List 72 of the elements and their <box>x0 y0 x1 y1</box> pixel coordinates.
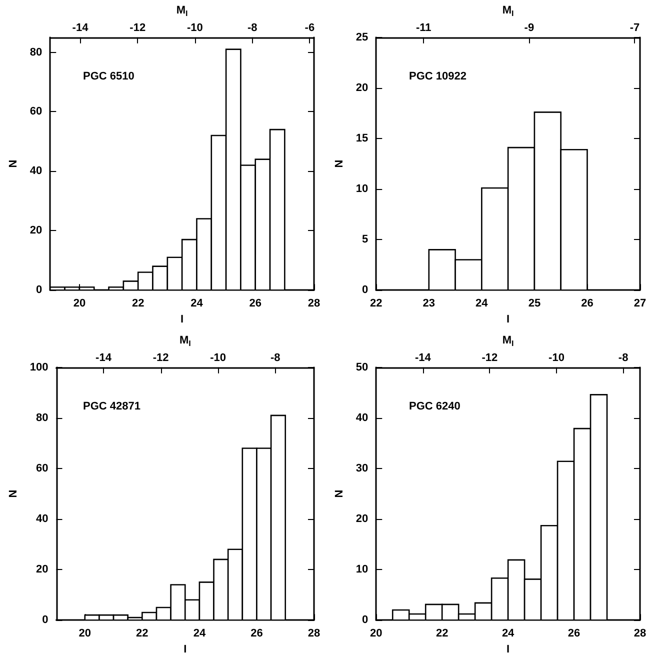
x2-tick-label: -12 <box>482 352 498 364</box>
text: PGC 42871 <box>83 400 140 412</box>
text: PGC 6510 <box>83 70 134 82</box>
x-tick-label: 26 <box>250 628 263 640</box>
y-tick-label: 50 <box>356 361 368 374</box>
x-tick-label: 25 <box>528 298 541 310</box>
y-tick-label: 60 <box>36 462 48 474</box>
y-tick-label: 20 <box>356 82 368 94</box>
x2-tick-label: -12 <box>130 22 146 34</box>
x-axis-title: I <box>506 644 510 656</box>
x-tick-label: 20 <box>73 298 86 310</box>
x-axis-title: I <box>506 314 510 326</box>
y-tick-label: 0 <box>362 284 368 296</box>
x-tick-label: 24 <box>502 628 516 640</box>
x-tick-label: 22 <box>436 628 448 640</box>
x-tick-label: 22 <box>136 628 148 640</box>
y-axis-title: N <box>334 490 346 498</box>
y-tick-label: 15 <box>356 132 368 144</box>
x-tick-label: 20 <box>370 628 382 640</box>
x2-tick-label: -14 <box>414 352 432 364</box>
y-tick-label: 40 <box>356 412 368 424</box>
y-axis-title: N <box>8 490 20 498</box>
x2-tick-label: -10 <box>210 352 226 364</box>
x2-tick-label: -11 <box>416 22 432 34</box>
y-axis-title: N <box>8 160 20 168</box>
y-tick-label: 10 <box>356 564 368 576</box>
x-tick-label: 28 <box>308 298 320 310</box>
x2-tick-label: -8 <box>270 352 280 364</box>
y-tick-label: 20 <box>356 513 368 526</box>
x-axis-title: I <box>184 644 187 656</box>
y-tick-label: 80 <box>30 46 42 58</box>
x-tick-label: 20 <box>78 628 92 640</box>
x-tick-label: 24 <box>193 628 206 640</box>
y-tick-label: 0 <box>42 614 48 626</box>
x2-tick-label: -8 <box>247 22 258 34</box>
x-tick-label: 24 <box>476 298 489 310</box>
text: PGC 10922 <box>409 70 466 82</box>
y-tick-label: 30 <box>356 462 368 474</box>
x-axis-title: I <box>180 314 184 326</box>
y-tick-label: 40 <box>36 513 48 526</box>
y-tick-label: 60 <box>30 106 42 118</box>
y-tick-label: 25 <box>356 31 368 44</box>
y-tick-label: 5 <box>362 234 368 246</box>
x-tick-label: 26 <box>568 628 580 640</box>
x2-tick-label: -7 <box>630 22 640 34</box>
x2-tick-label: -10 <box>548 352 564 364</box>
x-tick-label: 28 <box>308 628 320 640</box>
y-tick-label: 20 <box>36 564 48 576</box>
x-tick-label: 23 <box>422 298 436 310</box>
x2-tick-label: -14 <box>96 352 112 364</box>
y-tick-label: 0 <box>362 614 368 626</box>
y-tick-label: 10 <box>356 183 368 196</box>
y-tick-label: 80 <box>36 412 48 424</box>
x-tick-label: 27 <box>634 298 646 310</box>
y-axis-title: N <box>334 160 346 168</box>
x-tick-label: 24 <box>190 298 204 310</box>
x-tick-label: 28 <box>634 628 646 640</box>
x-tick-label: 22 <box>370 298 382 310</box>
x-tick-label: 26 <box>581 298 594 310</box>
x2-tick-label: -9 <box>524 22 534 34</box>
x2-tick-label: -8 <box>618 352 628 364</box>
y-tick-label: 40 <box>30 165 42 178</box>
x2-tick-label: -12 <box>152 352 169 364</box>
y-tick-label: 20 <box>30 224 42 237</box>
x2-tick-label: -14 <box>72 22 90 34</box>
x-tick-label: 22 <box>132 298 144 310</box>
x-tick-label: 26 <box>249 298 262 310</box>
y-tick-label: 100 <box>30 361 48 374</box>
x2-tick-label: -10 <box>187 22 203 34</box>
text: PGC 6240 <box>409 400 460 412</box>
y-tick-label: 0 <box>36 284 42 296</box>
x2-tick-label: -6 <box>304 22 315 34</box>
